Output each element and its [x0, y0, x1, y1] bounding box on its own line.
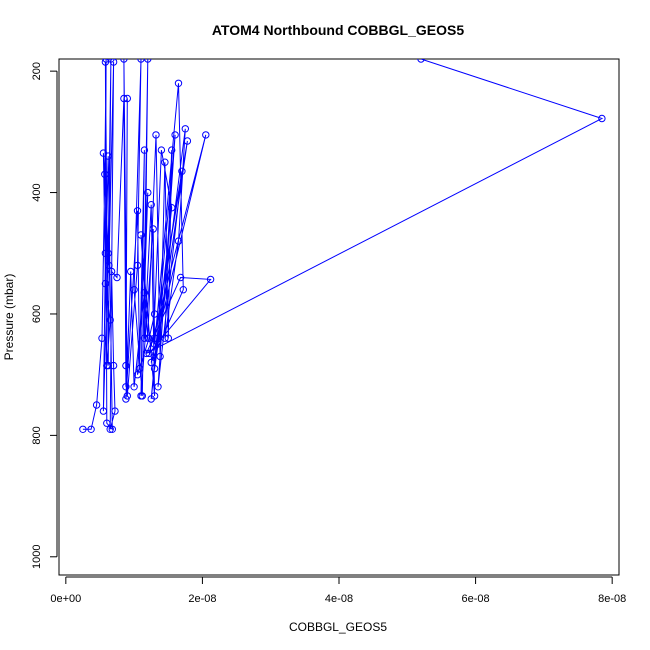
data-point — [127, 267, 135, 276]
data-point — [140, 334, 149, 342]
data-point — [106, 425, 114, 433]
data-point — [79, 425, 87, 433]
data-point — [122, 361, 130, 370]
data-point — [120, 94, 128, 103]
x-axis-label: COBBGL_GEOS5 — [289, 620, 387, 634]
x-axis: 0e+00 2e-08 4e-08 6e-08 8e-08 — [50, 576, 626, 605]
data-point — [147, 201, 155, 209]
data-point — [137, 392, 145, 400]
data-point — [598, 114, 606, 123]
y-axis-label: Pressure (mbar) — [2, 274, 16, 361]
data-point — [137, 231, 145, 239]
data-point — [102, 59, 110, 63]
data-point — [150, 310, 159, 318]
data-point — [145, 334, 153, 342]
data-point — [99, 407, 108, 415]
data-point — [417, 59, 425, 63]
data-point — [133, 207, 142, 215]
series-layer — [79, 59, 606, 433]
x-tick-label: 8e-08 — [598, 593, 626, 605]
data-point — [106, 316, 114, 324]
data-point — [133, 261, 142, 270]
data-point — [140, 289, 149, 297]
data-point — [99, 149, 108, 157]
data-point — [150, 340, 159, 348]
data-point — [137, 59, 145, 63]
data-point — [156, 352, 164, 361]
data-point — [140, 146, 149, 154]
data-point — [164, 334, 173, 342]
data-point — [176, 273, 185, 282]
y-tick-label: 1000 — [31, 545, 43, 569]
x-tick-label: 6e-08 — [462, 593, 490, 605]
data-point — [135, 364, 144, 373]
data-point — [104, 249, 112, 258]
data-point — [123, 94, 132, 103]
y-tick-label: 200 — [31, 62, 43, 80]
data-point — [181, 125, 190, 133]
series-group — [79, 59, 606, 433]
data-point — [103, 419, 111, 427]
data-point — [101, 59, 110, 66]
data-point — [130, 383, 138, 391]
y-tick-label: 800 — [31, 426, 43, 444]
data-point — [130, 286, 138, 294]
data-point — [87, 425, 95, 433]
data-point — [157, 146, 166, 154]
data-point — [109, 361, 118, 370]
data-point — [174, 79, 183, 88]
data-point — [206, 275, 215, 284]
series-line — [82, 59, 604, 431]
data-point — [101, 170, 109, 179]
data-point — [122, 383, 130, 391]
data-point — [179, 286, 188, 294]
data-point — [171, 131, 179, 139]
data-point — [161, 334, 169, 342]
data-point — [108, 425, 117, 433]
data-point — [144, 188, 152, 197]
data-point — [144, 59, 152, 63]
data-point — [161, 158, 169, 166]
y-tick-label: 600 — [31, 305, 43, 323]
plot-area-frame — [58, 58, 620, 576]
data-point — [107, 267, 116, 276]
y-tick-label: 400 — [31, 183, 43, 201]
data-point — [168, 204, 176, 212]
data-point — [154, 383, 162, 391]
data-point — [113, 273, 121, 282]
data-point — [92, 401, 101, 409]
data-point — [150, 364, 159, 373]
data-point — [149, 225, 157, 233]
data-point — [122, 395, 130, 403]
data-point — [202, 131, 210, 139]
data-point — [145, 349, 153, 358]
data-point — [98, 334, 106, 342]
data-point — [183, 137, 192, 145]
data-point — [109, 59, 118, 66]
chart-title: ATOM4 Northbound COBBGL_GEOS5 — [212, 22, 464, 38]
data-point — [178, 167, 186, 176]
data-point — [152, 131, 160, 139]
x-tick-label: 2e-08 — [188, 593, 216, 605]
data-point — [105, 261, 113, 270]
data-point — [101, 249, 110, 258]
data-point — [101, 279, 110, 288]
x-tick-label: 0e+00 — [50, 593, 81, 605]
data-point — [111, 407, 119, 415]
data-point — [120, 59, 128, 63]
data-point — [147, 358, 155, 367]
data-point — [142, 349, 151, 358]
data-point — [174, 237, 183, 245]
x-tick-label: 4e-08 — [325, 593, 353, 605]
data-point — [168, 146, 176, 154]
y-axis: 200 400 600 800 1000 — [31, 62, 58, 569]
data-point — [147, 395, 155, 403]
